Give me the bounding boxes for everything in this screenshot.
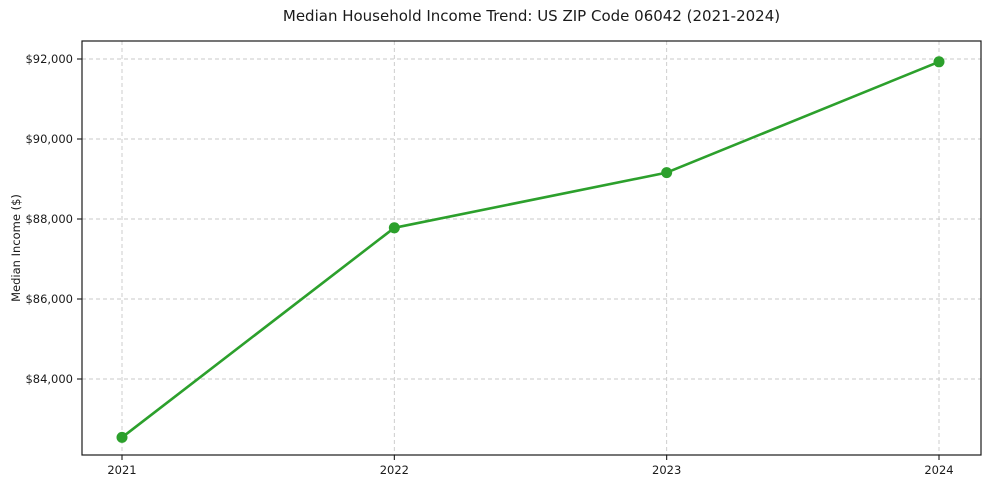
data-point-2023: [661, 167, 673, 179]
data-point-2024: [933, 56, 945, 68]
y-tick-label: $84,000: [25, 372, 73, 386]
data-point-2022: [388, 222, 400, 234]
x-tick-label: 2022: [380, 463, 409, 477]
trend-line: [120, 60, 941, 439]
y-tick-label: $92,000: [25, 52, 73, 66]
x-tick-label: 2024: [924, 463, 953, 477]
y-tick-label: $86,000: [25, 292, 73, 306]
y-tick-label: $90,000: [25, 132, 73, 146]
data-point-2021: [116, 431, 128, 443]
x-tick-label: 2021: [107, 463, 136, 477]
chart-title: Median Household Income Trend: US ZIP Co…: [282, 7, 781, 25]
plot-frame: [81, 40, 982, 456]
x-tick-label: 2023: [652, 463, 681, 477]
y-tick-label: $88,000: [25, 212, 73, 226]
